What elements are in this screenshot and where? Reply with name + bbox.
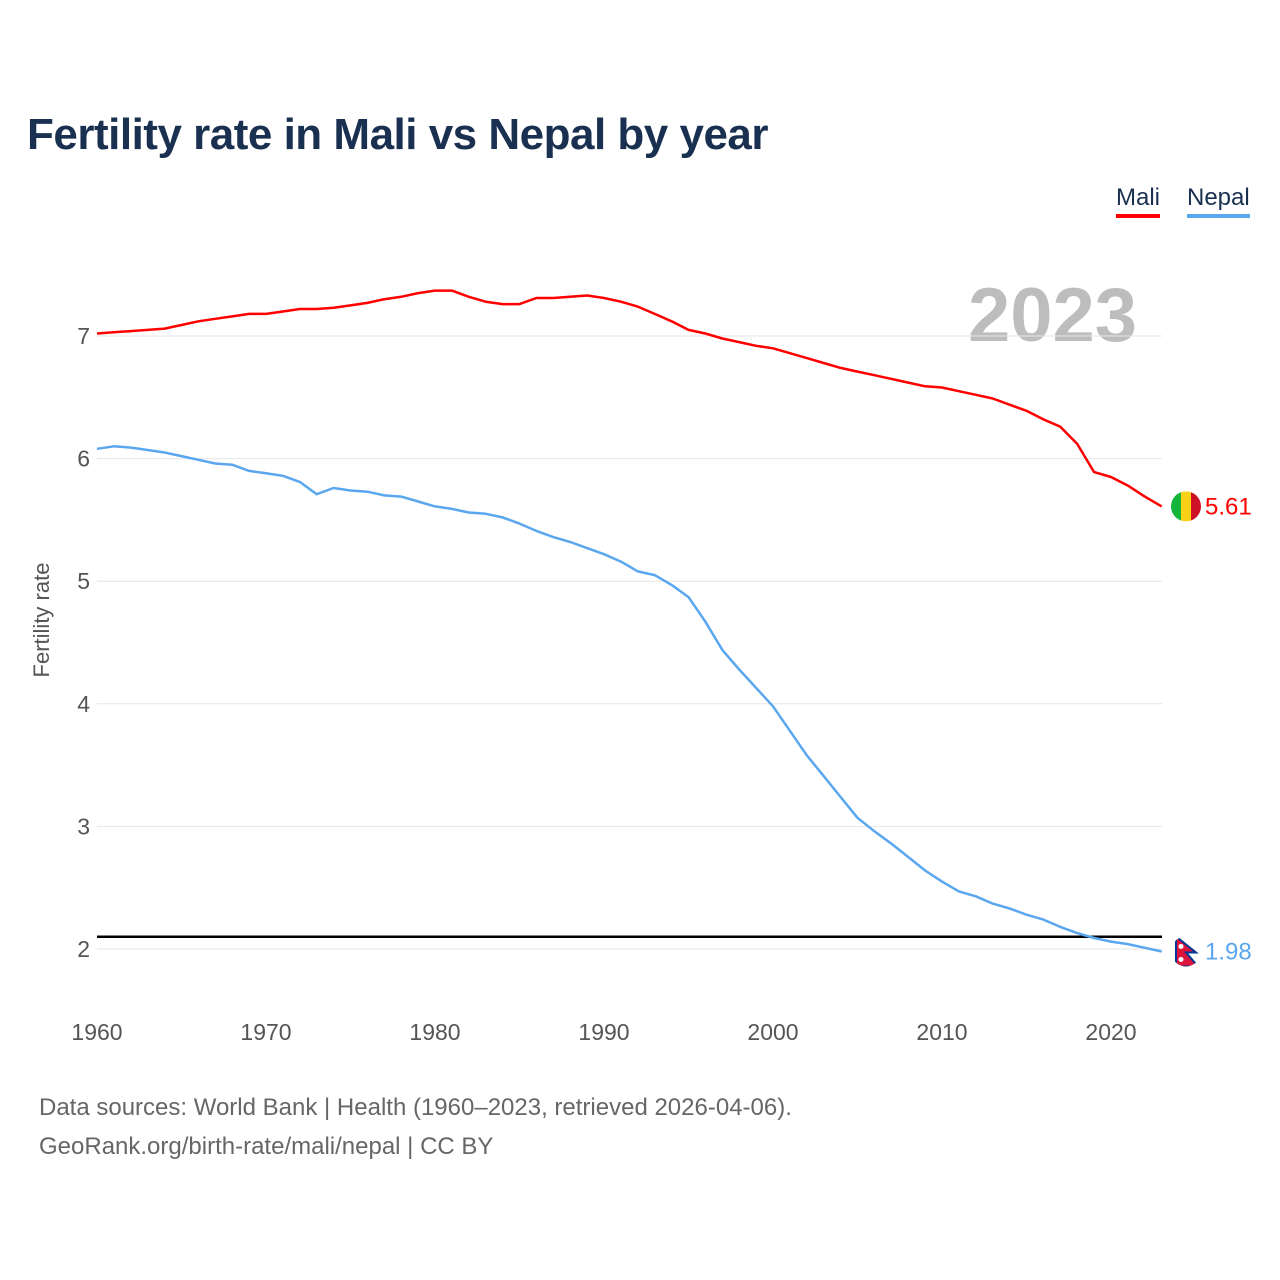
y-tick-label: 4 [77,691,90,717]
source-text: Data sources: World Bank | Health (1960–… [39,1094,792,1121]
x-tick-label: 2000 [747,1019,798,1045]
x-tick-label: 1990 [578,1019,629,1045]
end-value-label-mali: 5.61 [1205,493,1252,520]
y-tick-label: 5 [77,568,90,594]
y-tick-label: 3 [77,813,90,839]
end-value-label-nepal: 1.98 [1205,938,1252,965]
x-tick-label: 2010 [916,1019,967,1045]
mali-flag-icon [1171,491,1201,522]
year-label: 2023 [968,273,1138,358]
x-tick-label: 1960 [71,1019,122,1045]
series-line-nepal [96,445,1162,953]
nepal-flag-icon [1171,936,1201,967]
legend-item-mali[interactable]: Mali [1116,184,1161,218]
chart-title: Fertility rate in Mali vs Nepal by year [27,110,769,159]
footer: Data sources: World Bank | Health (1960–… [39,1088,792,1166]
y-tick-label: 6 [77,446,90,472]
series-line-mali [96,289,1163,508]
x-tick-label: 2020 [1085,1019,1136,1045]
x-tick-label: 1970 [240,1019,291,1045]
x-tick-label: 1980 [409,1019,460,1045]
attribution-link[interactable]: GeoRank.org/birth-rate/mali/nepal | CC B… [39,1133,494,1160]
y-tick-label: 7 [77,323,90,349]
y-tick-label: 2 [77,936,90,962]
legend-item-nepal[interactable]: Nepal [1187,184,1250,218]
